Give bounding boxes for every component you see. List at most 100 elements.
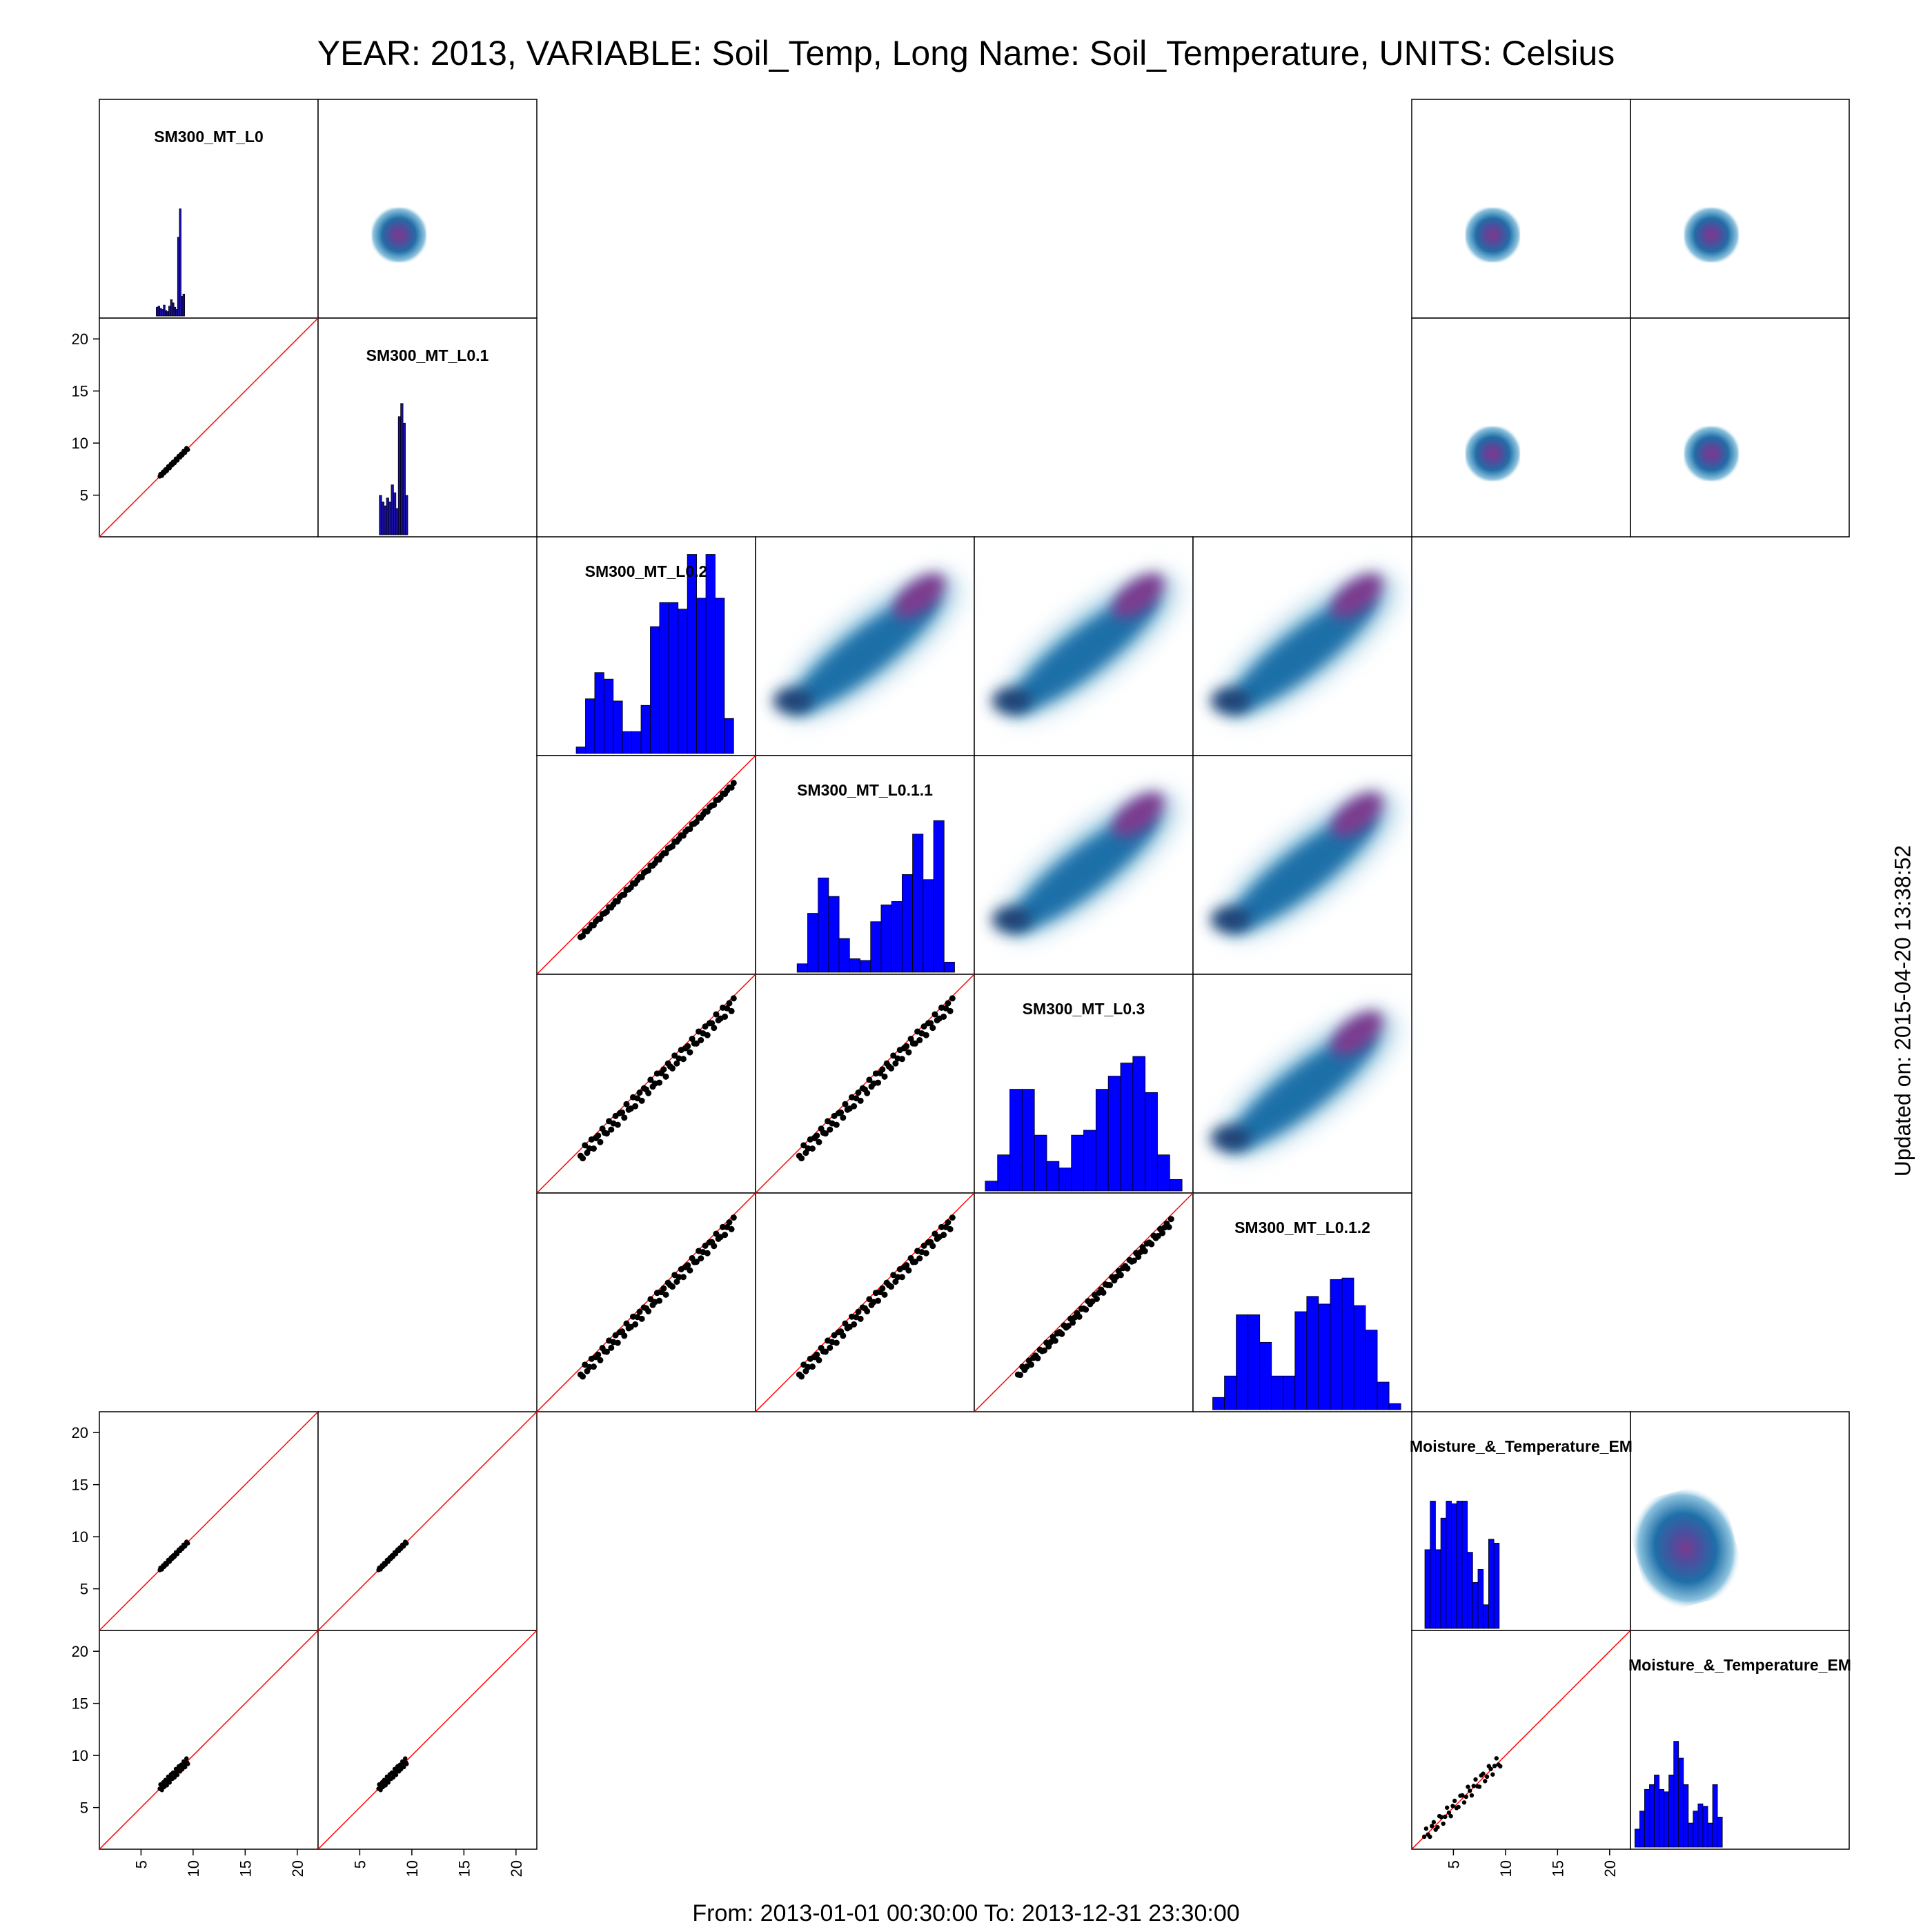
x-tick-label: 10 [185,1860,202,1877]
scatter-point [911,1040,918,1047]
density-panel-r2-c3 [773,573,956,716]
variable-label-1: SM300_MT_L0.1 [366,346,489,364]
scatter-point [1471,1784,1476,1788]
scatter-point [1483,1779,1488,1784]
scatter-point [809,1363,816,1370]
histogram-bar [933,820,945,973]
density-peak [1331,573,1383,619]
scatter-point [404,1762,409,1766]
y-tick-label: 10 [72,435,88,452]
histogram-bar [384,505,387,535]
histogram-bar [1294,1311,1308,1410]
scatter-point [676,1274,682,1281]
histogram-bar [1644,1788,1650,1848]
x-tick-label: 5 [132,1860,150,1869]
scatter-point [183,1764,188,1770]
scatter-point [855,1090,862,1096]
scatter-point [673,1060,680,1067]
scatter-point [911,1259,918,1265]
scatter-point [923,1032,929,1038]
scatter-point [597,1357,604,1363]
scatter-point [940,1232,947,1239]
scatter-point [864,1308,871,1314]
scatter-points-r1-c0 [157,446,190,479]
histogram-bar [860,960,871,973]
scatter-point [816,1138,822,1145]
scatter-point [684,1043,691,1049]
density-blob [1624,1482,1747,1614]
scatter-point [1466,1784,1470,1789]
histogram-bar [1009,1089,1023,1192]
scatter-point [603,1130,610,1137]
histogram-bar [1145,1092,1158,1192]
scatter-points-r7-c6 [1421,1756,1503,1840]
histogram-bar [1688,1822,1694,1848]
histogram-bar [1236,1314,1249,1410]
histogram-bar [985,1181,998,1192]
density-panel-r0-c7 [1684,207,1739,263]
scatter-point [1448,1813,1453,1819]
scatter-point [1441,1821,1446,1826]
scatter-point [855,1308,862,1315]
scatter-point [800,1142,807,1149]
scatter-point [623,1101,630,1107]
scatter-point [660,1285,667,1292]
histogram-bar [1472,1582,1479,1629]
scatter-point [597,916,604,923]
scatter-point [949,1214,956,1221]
scatter-point [711,1243,718,1250]
histogram-bar [838,938,850,973]
histogram-bar [715,598,725,754]
scatter-point [916,1255,923,1262]
histogram-bar [1483,1604,1489,1629]
histogram-bar [575,747,586,754]
scatter-point [1428,1834,1432,1840]
scatter-point [840,1332,847,1339]
histogram-bar [1377,1381,1390,1410]
reference-line-r5-c4 [974,1192,1194,1412]
reference-line-r3-c2 [536,755,756,975]
scatter-point [1083,1306,1090,1313]
x-tick-label: 5 [351,1860,368,1869]
scatter-point [711,801,718,808]
scatter-point [814,1351,820,1358]
scatter-point [940,1013,947,1020]
scatter-point [809,1145,816,1152]
y-tick-label: 5 [80,1800,88,1817]
scatter-point [947,1225,954,1232]
histogram-bar [1046,1161,1060,1192]
scatter-point [916,1036,923,1043]
density-core [1009,812,1158,931]
density-panel-r2-c5 [1210,573,1394,716]
density-peak [1331,1011,1383,1056]
scatter-point [403,1756,408,1761]
reference-line-r6-c1 [317,1411,538,1631]
scatter-point [892,1279,899,1285]
scatter-point [595,1351,602,1358]
y-tick-label: 15 [72,1477,88,1494]
scatter-point [888,1283,895,1290]
scatter-point [386,1780,391,1785]
scatter-points-r5-c2 [577,1214,737,1380]
scatter-point [680,1056,687,1063]
histogram-r1-c1 [379,403,408,535]
scatter-point [669,1065,676,1072]
scatter-point [645,867,652,874]
scatter-point [1148,1241,1155,1248]
histogram-bar [395,508,399,535]
histogram-bar [182,293,186,317]
histogram-r0-c0 [156,208,186,317]
scatter-point [614,1121,621,1128]
histogram-bar [1120,1063,1134,1192]
scatter-point [656,1297,663,1304]
scatter-point [929,1025,936,1032]
histogram-bar [603,678,614,754]
histogram-bar [901,874,914,973]
date-range-footer: From: 2013-01-01 00:30:00 To: 2013-12-31… [692,1900,1240,1926]
scatter-point [612,1332,619,1339]
density-panel-r3-c4 [992,792,1175,934]
histogram-bar [891,901,903,973]
scatter-point [879,1285,886,1292]
panel-frame-r0-c7 [1630,99,1850,319]
